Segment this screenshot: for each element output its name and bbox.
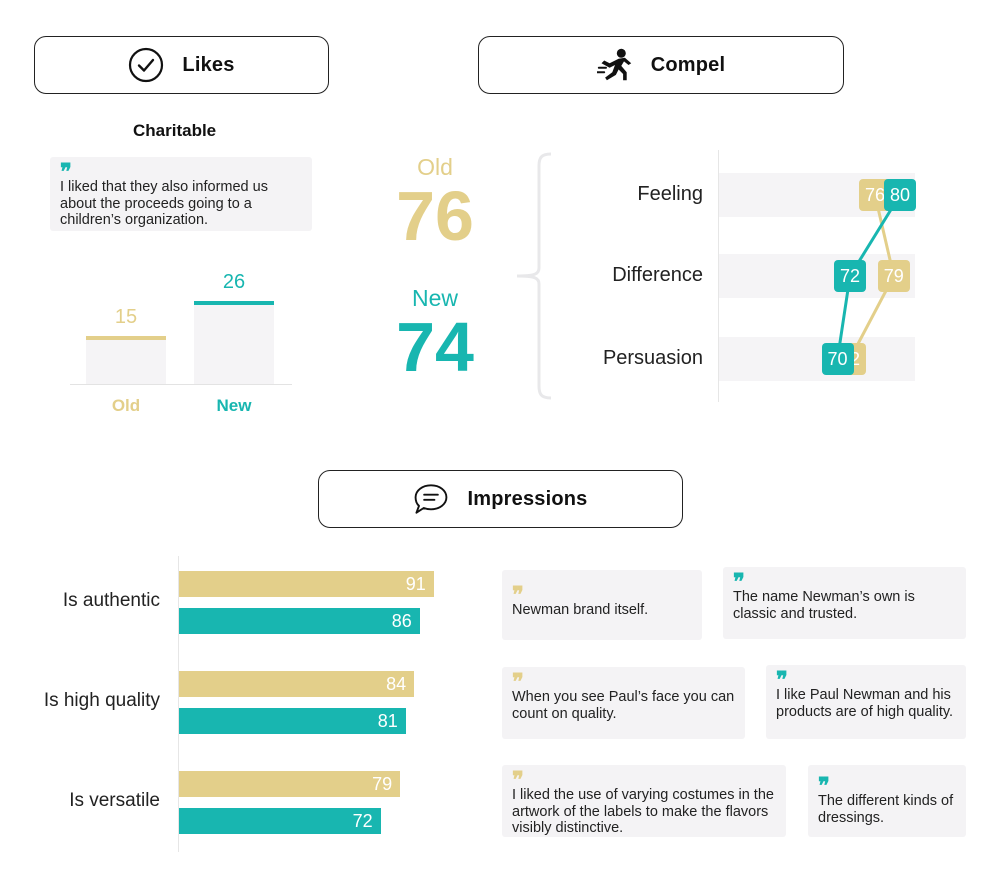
compel-bracket	[516, 152, 552, 400]
bar-old-is-versatile: 79	[179, 771, 401, 797]
compel-old-label: Old	[417, 154, 453, 180]
category-label-is-high-quality: Is high quality	[43, 690, 160, 711]
impression-quote-2: ❞ The name Newman’s own is classic and t…	[723, 567, 966, 639]
quote-mark-icon: ❞	[733, 569, 745, 595]
impressions-header-label: Impressions	[467, 487, 588, 510]
compel-header: Compel	[478, 36, 844, 94]
running-person-icon	[596, 47, 633, 83]
bar-top-line-old	[86, 336, 166, 340]
bar-top-line-new	[194, 300, 274, 305]
impressions-header: Impressions	[318, 470, 683, 528]
impression-quote-4: ❞ I like Paul Newman and his products ar…	[766, 665, 966, 739]
impression-quote-text: The different kinds of dressings.	[818, 793, 954, 826]
bar-new-is-high-quality: 81	[179, 708, 406, 734]
impression-quote-text: I liked the use of varying costumes in t…	[512, 787, 774, 836]
likes-header-label: Likes	[182, 53, 235, 76]
quote-mark-icon: ❞	[818, 773, 830, 799]
check-circle-icon	[128, 47, 164, 83]
likes-header: Likes	[34, 36, 329, 94]
data-label-old-is-high-quality: 84	[386, 673, 407, 694]
bar-old-is-authentic: 91	[179, 571, 434, 597]
data-label-new: 26	[222, 270, 246, 293]
likes-title: Charitable	[133, 121, 217, 140]
compel-old-score: 76	[396, 177, 474, 255]
bar-new-is-authentic: 86	[179, 608, 420, 634]
likes-quote: ❞ I liked that they also informed us abo…	[50, 157, 312, 231]
impression-quote-1: ❞ Newman brand itself.	[502, 570, 702, 640]
impression-quote-text: I like Paul Newman and his products are …	[776, 687, 954, 720]
bar-new-is-versatile: 72	[179, 808, 381, 834]
impression-quote-5: ❞ I liked the use of varying costumes in…	[502, 765, 786, 837]
likes-bar-chart: 15 Old 26 New	[70, 260, 292, 420]
bar-old	[86, 336, 166, 384]
data-label-new-is-authentic: 86	[391, 610, 412, 631]
impression-quote-text: Newman brand itself.	[512, 602, 649, 618]
impression-quote-text: When you see Paul’s face you can count o…	[512, 689, 735, 722]
category-label-new: New	[216, 396, 252, 415]
category-label-is-authentic: Is authentic	[62, 590, 160, 611]
impressions-axis-line	[178, 556, 179, 852]
data-label-old: 15	[114, 306, 138, 328]
quote-mark-icon: ❞	[512, 582, 524, 608]
data-label-new-is-high-quality: 81	[377, 710, 398, 731]
bar-new	[194, 300, 274, 384]
compel-axis-line	[718, 150, 719, 402]
impression-quote-3: ❞ When you see Paul’s face you can count…	[502, 667, 745, 739]
likes-quote-text: I liked that they also informed us about…	[60, 179, 268, 228]
bar-old-is-high-quality: 84	[179, 671, 415, 697]
data-label-old-is-versatile: 79	[372, 773, 393, 794]
likes-axis-line	[70, 384, 292, 385]
quote-mark-icon: ❞	[60, 159, 72, 185]
quote-mark-icon: ❞	[512, 767, 524, 793]
impression-quote-6: ❞ The different kinds of dressings.	[808, 765, 966, 837]
compel-new-label: New	[411, 285, 458, 311]
speech-bubble-icon	[413, 481, 449, 517]
compel-header-label: Compel	[650, 53, 726, 76]
quote-mark-icon: ❞	[776, 667, 788, 693]
category-label-old: Old	[111, 396, 141, 415]
impression-quote-text: The name Newman’s own is classic and tru…	[733, 589, 915, 622]
quote-mark-icon: ❞	[512, 669, 524, 695]
data-label-old-is-authentic: 91	[405, 573, 426, 594]
compel-new-score: 74	[396, 308, 474, 386]
data-label-new-is-versatile: 72	[352, 810, 373, 831]
category-label-is-versatile: Is versatile	[69, 790, 160, 811]
